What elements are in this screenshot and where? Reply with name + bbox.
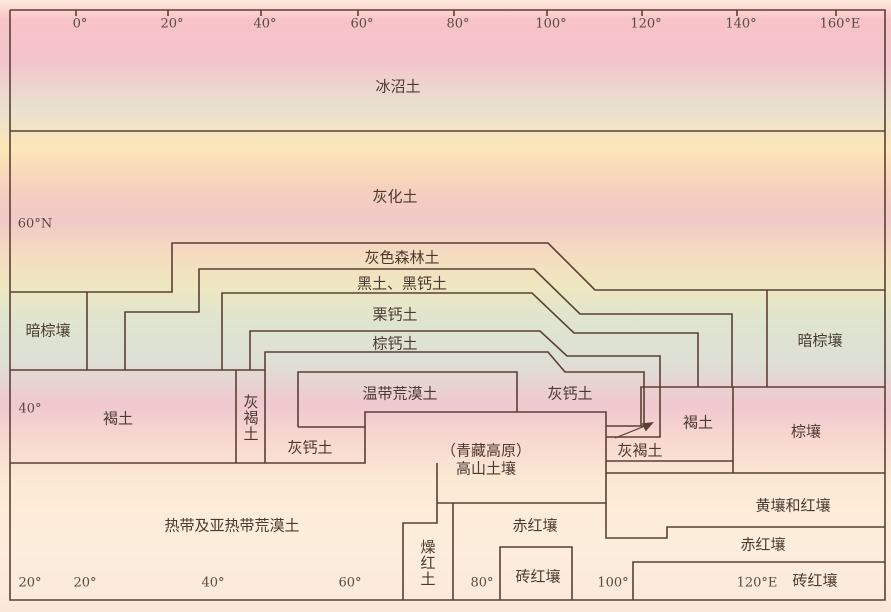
arrow-head (641, 421, 654, 432)
region-temperate-desert: 温带荒漠土 (362, 384, 438, 403)
region-chestnut: 栗钙土 (372, 305, 418, 324)
latitude-label: 60°N (17, 216, 53, 232)
bottom-axis-label: 20° (73, 575, 97, 591)
zone-boundary (605, 503, 885, 539)
zone-boundary (124, 268, 733, 387)
bottom-axis-label: 40° (201, 575, 225, 591)
region-lateritic-red-mid: 赤红壤 (512, 516, 558, 535)
zone-boundary (499, 546, 573, 600)
zone-boundary (640, 386, 885, 426)
top-axis-label: 80° (446, 16, 470, 32)
region-sierozem-left: 灰钙土 (287, 438, 333, 457)
region-gray-cinnamon-right: 灰褐土 (617, 441, 663, 460)
region-laterite-right: 砖红壤 (792, 571, 838, 590)
top-axis-label: 40° (253, 16, 277, 32)
zone-boundary (402, 463, 438, 600)
bottom-axis-label: 60° (338, 575, 362, 591)
zone-boundary (632, 561, 885, 600)
region-podzol: 灰化土 (372, 187, 418, 206)
region-plateau-note: （青藏高原） (440, 441, 532, 460)
region-laterite-mid: 砖红壤 (515, 567, 561, 586)
region-lateritic-red-right: 赤红壤 (740, 535, 786, 554)
region-tundra: 冰沼土 (375, 77, 421, 96)
top-axis-label: 160°E (819, 16, 861, 32)
zone-boundary (221, 292, 699, 387)
region-dark-brown-right: 暗棕壤 (797, 331, 843, 350)
region-sierozem-right: 灰钙土 (547, 384, 593, 403)
top-axis-label: 140° (725, 16, 757, 32)
region-dry-red: 燥红土 (418, 539, 437, 587)
region-alpine: 高山土壤 (455, 459, 517, 478)
top-axis-label: 20° (160, 16, 184, 32)
latitude-label: 40° (18, 401, 42, 417)
map-frame (9, 9, 886, 601)
bottom-axis-label: 80° (470, 575, 494, 591)
zone-boundary (297, 371, 518, 427)
bottom-axis-label: 120°E (736, 575, 778, 591)
region-tropical-desert: 热带及亚热带荒漠土 (164, 516, 300, 535)
zone-boundary (10, 411, 607, 504)
bottom-axis-label: 100° (597, 575, 629, 591)
latitude-label: 20° (18, 575, 42, 591)
zone-boundary (10, 242, 885, 293)
region-cinnamon-right: 褐土 (682, 413, 714, 432)
zone-boundary (249, 330, 661, 438)
region-gray-forest: 灰色森林土 (364, 248, 440, 267)
top-axis-label: 60° (350, 16, 374, 32)
region-chernozem: 黑土、黑钙土 (356, 274, 448, 293)
top-axis-label: 120° (630, 16, 662, 32)
region-brown-earth: 棕壤 (790, 422, 822, 441)
region-brown-calcic: 棕钙土 (372, 334, 418, 353)
region-cinnamon-left: 褐土 (102, 409, 134, 428)
region-yellow-red: 黄壤和红壤 (755, 496, 831, 515)
region-gray-cinnamon-left: 灰褐土 (241, 394, 260, 442)
top-axis-label: 100° (535, 16, 567, 32)
top-axis-label: 0° (72, 16, 88, 32)
region-dark-brown-left: 暗棕壤 (25, 321, 71, 340)
